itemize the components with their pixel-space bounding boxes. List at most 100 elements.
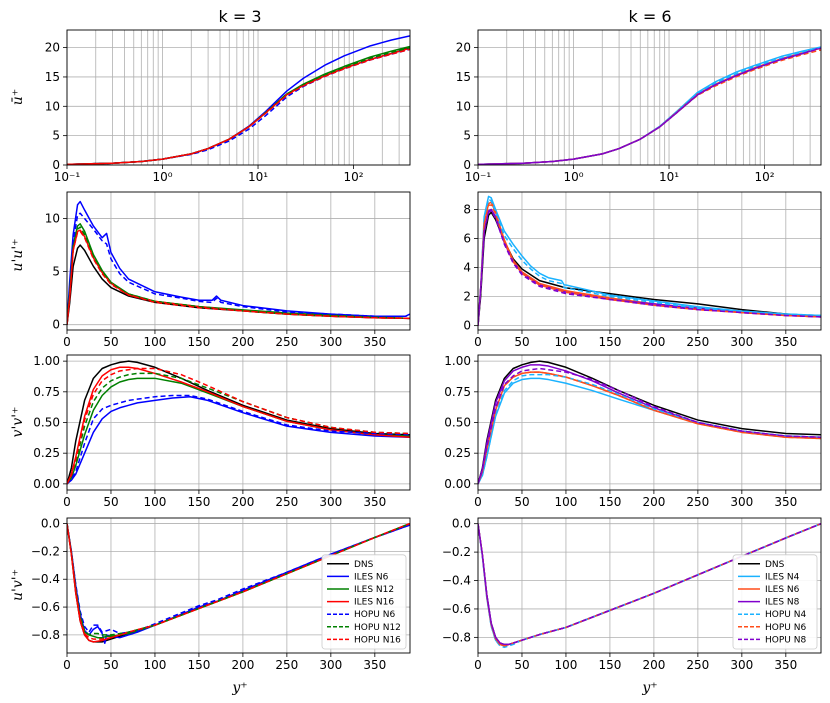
- x-tick-label: 50: [103, 335, 118, 349]
- ylabel-uu: u'u'⁺: [10, 238, 26, 271]
- x-tick-label: 350: [363, 335, 386, 349]
- series-line-iles-n6: [67, 200, 410, 325]
- series-group-k3-mean: [67, 35, 410, 165]
- x-tick-label: 250: [275, 658, 298, 672]
- x-tick-label: 250: [686, 335, 709, 349]
- y-tick-label: 10: [45, 212, 60, 226]
- series-line-hopu-n4: [478, 198, 821, 326]
- y-tick-label: −0.2: [442, 545, 471, 559]
- x-tick-label: 10²: [754, 170, 774, 184]
- y-tick-label: 10: [456, 99, 471, 113]
- axes-frame: [477, 517, 822, 654]
- x-tick-label: 0: [63, 658, 71, 672]
- legend-label: HOPU N12: [354, 623, 401, 633]
- x-tick-label: 250: [275, 335, 298, 349]
- x-tick-label: 300: [730, 658, 753, 672]
- grid-k6-uu: [477, 192, 821, 330]
- y-tick-label: −0.8: [31, 628, 60, 642]
- series-line-hopu-n12: [67, 46, 410, 165]
- y-tick-label: 5: [463, 129, 471, 143]
- series-line-hopu-n8: [478, 210, 821, 326]
- y-tick-label: −0.4: [442, 574, 471, 588]
- y-tick-label: 6: [463, 231, 471, 245]
- x-tick-label: 100: [143, 335, 166, 349]
- x-tick-label: 10⁻¹: [465, 170, 492, 184]
- x-tick-label: 150: [598, 495, 621, 509]
- series-group-k6-vv: [478, 360, 821, 485]
- y-tick-label: −0.2: [31, 544, 60, 558]
- panel-k6-mean: 10⁻¹ 10⁰ 10¹ 10² 0 5 10 15 20: [456, 29, 822, 184]
- axes-frame: [66, 191, 411, 331]
- series-line-hopu-n8: [478, 47, 821, 165]
- y-tick-label: 0.25: [444, 446, 471, 460]
- x-tick-label: 150: [187, 495, 210, 509]
- x-tick-label: 300: [319, 495, 342, 509]
- x-tick-label: 300: [730, 495, 753, 509]
- axes-frame: [66, 29, 411, 166]
- x-tick-label: 50: [103, 495, 118, 509]
- series-line-hopu-n6: [67, 394, 410, 485]
- legend-label: ILES N6: [765, 585, 800, 595]
- series-line-hopu-n6: [67, 212, 410, 325]
- x-tick-label: 200: [642, 335, 665, 349]
- series-line-hopu-n6: [478, 371, 821, 485]
- series-group-k6-uv: [478, 522, 821, 649]
- y-tick-label: 10: [45, 99, 60, 113]
- x-tick-label: 350: [774, 495, 797, 509]
- series-line-hopu-n6: [67, 523, 410, 635]
- y-tick-label: −0.4: [31, 572, 60, 586]
- y-tick-label: 1.00: [33, 354, 60, 368]
- series-line-iles-n4: [478, 195, 821, 326]
- axes-frame: [66, 517, 411, 654]
- ylabel-uv: u'v'⁺: [10, 569, 26, 601]
- series-line-iles-n6: [67, 35, 410, 165]
- panel-k3-uv: 0 50 100 150 200 250 300 350 0.0 −0.2 −0.4 −0.6 −0.8…: [31, 517, 411, 672]
- y-tick-label: 20: [456, 41, 471, 55]
- x-tick-label: 50: [103, 658, 118, 672]
- series-line-iles-n8: [478, 364, 821, 485]
- y-tick-label: 0.75: [444, 385, 471, 399]
- x-tick-label: 10⁻¹: [54, 170, 81, 184]
- x-tick-label: 10⁰: [563, 170, 583, 184]
- legend-label: DNS: [765, 560, 785, 570]
- x-tick-label: 10¹: [659, 170, 679, 184]
- legend-label: ILES N12: [354, 585, 394, 595]
- series-line-dns: [67, 244, 410, 325]
- y-tick-label: 0.50: [33, 416, 60, 430]
- y-tick-label: 0.00: [444, 477, 471, 491]
- x-tick-label: 200: [231, 658, 254, 672]
- y-tick-label: 0.50: [444, 416, 471, 430]
- y-tick-label: −0.6: [31, 600, 60, 614]
- y-tick-label: 8: [463, 202, 471, 216]
- x-tick-label: 250: [686, 658, 709, 672]
- x-tick-label: 100: [554, 335, 577, 349]
- series-line-dns: [67, 360, 410, 485]
- x-tick-label: 150: [598, 658, 621, 672]
- y-tick-label: 15: [456, 70, 471, 84]
- x-tick-label: 250: [686, 495, 709, 509]
- legend-k6-uv: DNS ILES N4 ILES N6 ILES N8 HOPU N4 HOPU N6 HO…: [732, 554, 818, 650]
- legend-label: ILES N6: [354, 572, 389, 582]
- xlabel-right: y⁺: [641, 680, 657, 696]
- x-tick-label: 0: [474, 658, 482, 672]
- x-tick-label: 50: [514, 495, 529, 509]
- x-tick-label: 350: [363, 495, 386, 509]
- series-line-hopu-n8: [478, 367, 821, 485]
- y-tick-label: 5: [52, 129, 60, 143]
- xlabel-left: y⁺: [231, 680, 247, 696]
- x-tick-label: 350: [363, 658, 386, 672]
- legend-label: HOPU N4: [765, 610, 806, 620]
- x-tick-label: 10⁰: [152, 170, 172, 184]
- series-line-hopu-n8: [478, 522, 821, 646]
- x-tick-label: 200: [642, 658, 665, 672]
- series-line-hopu-n6: [478, 49, 821, 165]
- x-tick-label: 0: [474, 495, 482, 509]
- legend-label: ILES N4: [765, 572, 800, 582]
- y-tick-label: −0.6: [442, 602, 471, 616]
- x-tick-label: 250: [275, 495, 298, 509]
- x-tick-label: 100: [143, 658, 166, 672]
- legend-label: HOPU N8: [765, 635, 806, 645]
- axes-frame: [477, 29, 822, 166]
- x-tick-label: 150: [187, 658, 210, 672]
